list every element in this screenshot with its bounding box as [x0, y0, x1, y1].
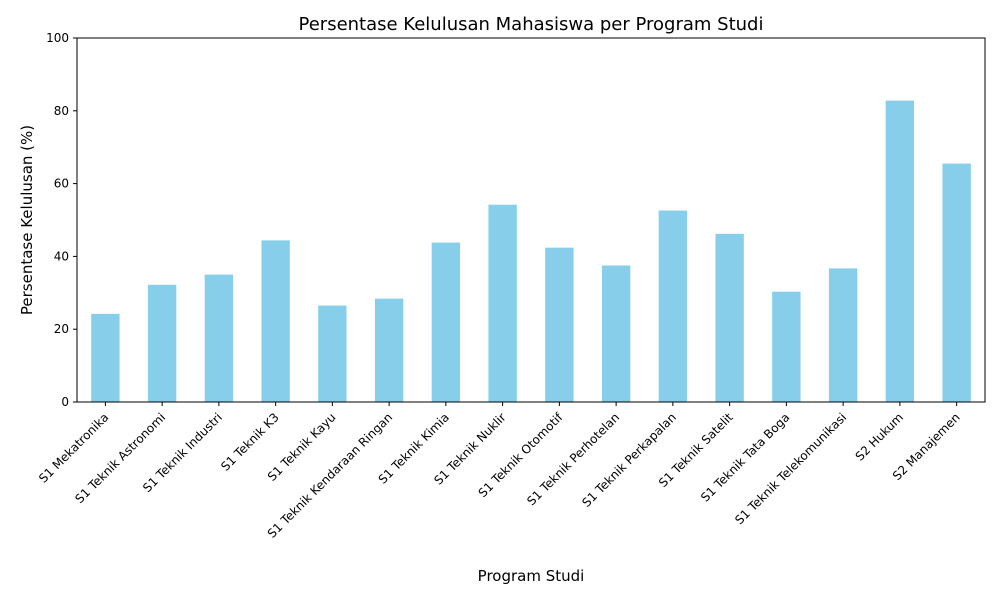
x-tick-label: S2 Hukum [853, 410, 906, 463]
bar [772, 291, 801, 402]
bars [91, 100, 971, 402]
bar [431, 242, 461, 402]
y-tick-label: 20 [54, 322, 69, 336]
x-tick-label: S1 Teknik Telekomunikasi [732, 410, 849, 527]
bar [488, 204, 517, 402]
x-tick-label: S1 Teknik K3 [218, 410, 282, 474]
bar [204, 274, 234, 402]
bar [658, 210, 688, 402]
bar [261, 240, 290, 402]
bar [318, 305, 347, 402]
y-tick-label: 100 [46, 31, 69, 45]
bar [147, 284, 177, 402]
bar [942, 163, 971, 402]
y-tick-label: 0 [61, 395, 69, 409]
bar [374, 298, 404, 402]
x-tick-label: S1 Teknik Perhotelan [524, 410, 622, 508]
bar [601, 265, 631, 402]
y-tick-label: 60 [54, 177, 69, 191]
bar [885, 100, 915, 402]
chart-title: Persentase Kelulusan Mahasiswa per Progr… [299, 14, 764, 35]
y-tick-label: 80 [54, 104, 69, 118]
y-axis: 0 20 40 60 80 100 [46, 31, 77, 409]
y-tick-label: 40 [54, 249, 69, 263]
bar [545, 247, 574, 402]
bar [91, 313, 120, 402]
bar [828, 268, 858, 402]
x-tick-label: S1 Teknik Perkapalan [579, 410, 679, 510]
plot-frame [76, 37, 986, 403]
x-axis-label: Program Studi [478, 567, 585, 585]
bar [715, 233, 744, 402]
y-axis-label: Persentase Kelulusan (%) [18, 125, 36, 315]
